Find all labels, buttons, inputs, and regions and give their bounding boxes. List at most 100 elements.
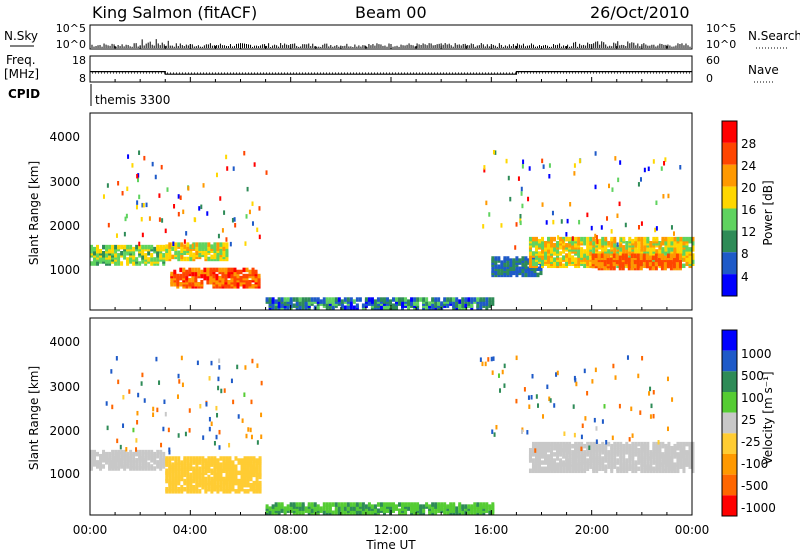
heatmap-cell [534, 247, 538, 252]
heatmap-cell [225, 248, 229, 253]
velocity-yticks: 1000 2000 3000 4000 [49, 335, 80, 481]
heatmap-cell [609, 257, 613, 263]
heatmap-cell [679, 445, 683, 451]
heatmap-cell [613, 249, 617, 254]
heatmap-cell [126, 451, 130, 457]
heatmap-cell [246, 456, 250, 461]
heatmap-cell [461, 510, 465, 515]
heatmap-cell [583, 466, 587, 471]
heatmap-cell [177, 487, 181, 492]
x-tick-label: 00:00 [73, 523, 108, 537]
heatmap-cell [622, 456, 626, 461]
heatmap-cell [601, 419, 604, 424]
heatmap-cell [240, 484, 244, 490]
heatmap-cell [562, 454, 566, 459]
heatmap-cell [120, 456, 124, 461]
heatmap-cell [176, 273, 180, 279]
heatmap-cell [528, 236, 532, 242]
heatmap-cell [210, 468, 214, 474]
heatmap-cell [590, 225, 593, 231]
heatmap-cell [618, 201, 621, 207]
heatmap-cell [257, 273, 261, 279]
heatmap-cell [547, 441, 551, 447]
heatmap-cell [583, 240, 587, 246]
heatmap-cell [219, 482, 223, 488]
heatmap-cell [172, 241, 175, 247]
heatmap-cell [96, 460, 100, 465]
heatmap-cell [280, 303, 284, 308]
heatmap-cell [236, 284, 240, 289]
heatmap-cell [452, 297, 456, 302]
heatmap-cell [467, 504, 471, 509]
heatmap-cell [295, 502, 299, 507]
heatmap-cell [177, 433, 180, 438]
heatmap-cell [286, 297, 290, 302]
heatmap-cell [497, 373, 500, 378]
heatmap-cell [255, 464, 259, 469]
heatmap-cell [476, 297, 480, 302]
heatmap-cell [637, 247, 641, 252]
heatmap-cell [234, 456, 238, 461]
heatmap-cell [654, 265, 658, 271]
heatmap-cell [612, 253, 616, 259]
heatmap-cell [594, 184, 597, 190]
heatmap-cell [234, 222, 237, 228]
heatmap-cell [654, 253, 658, 259]
heatmap-cell [577, 261, 581, 266]
heatmap-cell [507, 175, 510, 181]
nave-tick-bottom: 0 [706, 72, 713, 85]
heatmap-cell [388, 299, 392, 304]
heatmap-cell [301, 297, 305, 302]
power-ytick-label: 4000 [49, 130, 80, 144]
heatmap-cell [123, 449, 127, 455]
heatmap-cell [376, 508, 380, 513]
heatmap-cell [201, 456, 205, 461]
heatmap-cell [201, 464, 205, 469]
heatmap-cell [233, 217, 236, 222]
heatmap-cell [637, 182, 640, 187]
heatmap-cell [491, 256, 495, 261]
heatmap-cell [671, 397, 674, 402]
heatmap-cell [316, 305, 320, 310]
heatmap-cell [337, 297, 341, 302]
heatmap-cell [147, 462, 151, 467]
heatmap-cell [352, 502, 356, 507]
x-tick-label: 00:00 [675, 523, 710, 537]
heatmap-cell [650, 403, 653, 409]
heatmap-cell [528, 166, 531, 171]
heatmap-cell [361, 502, 365, 507]
heatmap-cell [571, 462, 575, 467]
heatmap-cell [515, 398, 518, 404]
heatmap-cell [183, 456, 187, 461]
heatmap-cell [537, 456, 541, 461]
heatmap-cell [636, 253, 640, 259]
heatmap-cell [547, 236, 551, 242]
heatmap-cell [647, 166, 650, 172]
heatmap-cell [562, 445, 566, 451]
heatmap-cell [144, 244, 148, 250]
heatmap-cell [607, 249, 611, 254]
heatmap-cell [147, 251, 151, 256]
heatmap-cell [120, 449, 124, 455]
heatmap-cell [382, 502, 386, 507]
heatmap-cell [492, 356, 495, 361]
heatmap-cell [158, 193, 161, 198]
heatmap-cell [586, 441, 590, 447]
heatmap-cell [550, 458, 554, 463]
heatmap-cell [537, 441, 541, 447]
heatmap-cell [251, 267, 255, 273]
heatmap-cell [250, 399, 253, 405]
heatmap-cell [628, 236, 632, 242]
heatmap-cell [473, 297, 477, 302]
heatmap-cell [355, 297, 359, 302]
heatmap-cell [522, 159, 525, 165]
heatmap-cell [388, 502, 392, 507]
heatmap-cell [641, 355, 644, 361]
heatmap-cell [533, 260, 537, 265]
heatmap-cell [179, 267, 183, 273]
heatmap-cell [588, 445, 591, 450]
heatmap-cell [253, 162, 256, 167]
freq-line [90, 70, 692, 75]
heatmap-cell [649, 240, 653, 246]
heatmap-cell [277, 303, 281, 308]
